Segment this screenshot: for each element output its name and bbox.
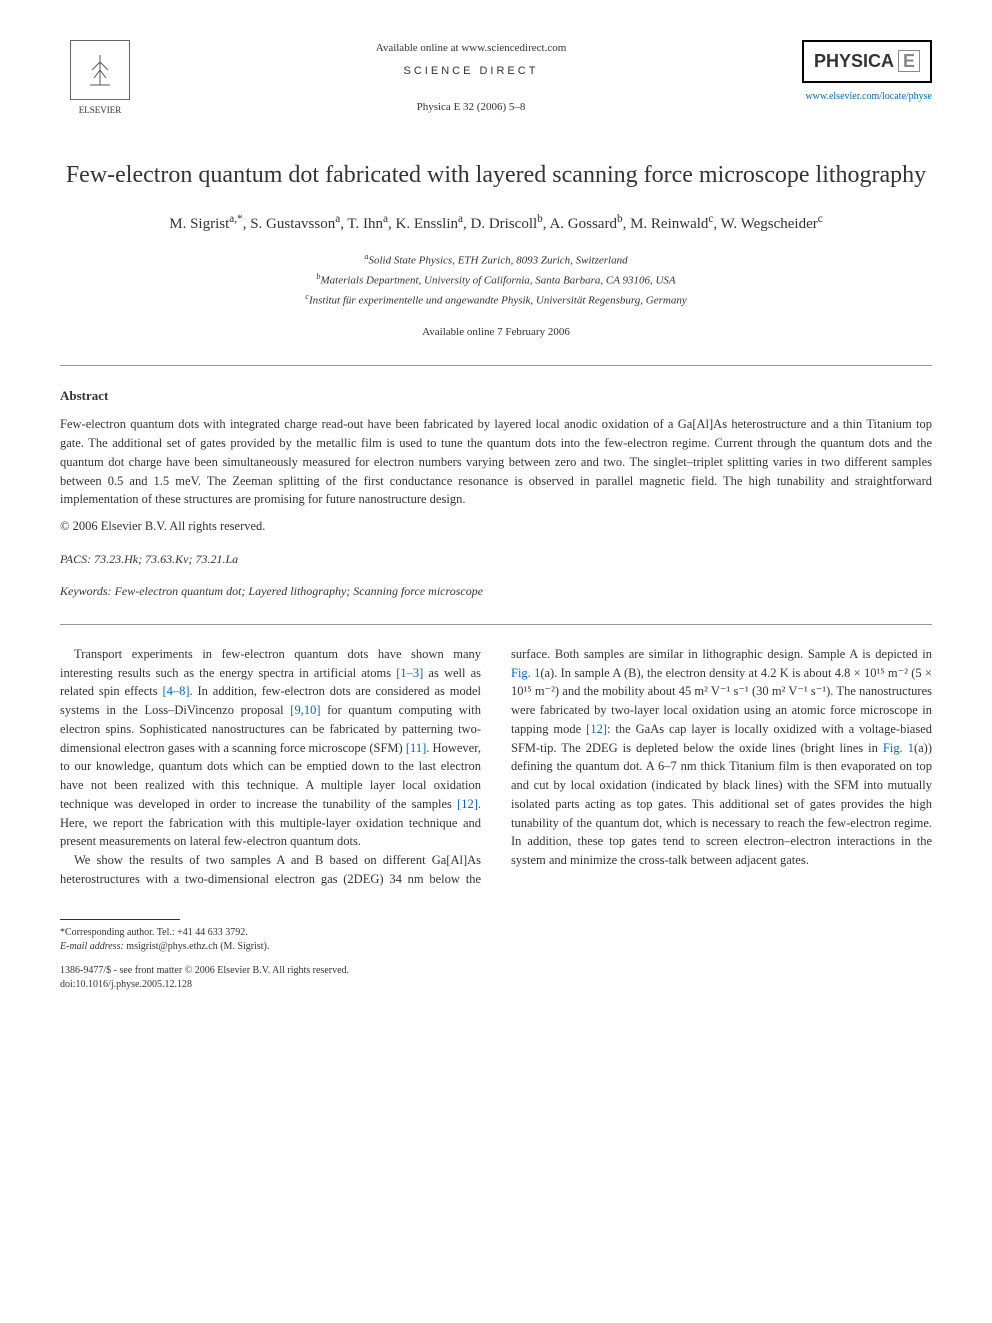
body-text: Transport experiments in few-electron qu… (60, 645, 932, 889)
pacs-codes: 73.23.Hk; 73.63.Kv; 73.21.La (94, 552, 238, 566)
journal-logo-block: PHYSICAE www.elsevier.com/locate/physe (802, 40, 932, 104)
email-address[interactable]: msigrist@phys.ethz.ch (M. Sigrist). (126, 941, 269, 952)
keywords-label: Keywords: (60, 584, 112, 598)
physica-label: PHYSICA (814, 51, 894, 71)
page-header: ELSEVIER Available online at www.science… (60, 40, 932, 130)
affiliation-a: aSolid State Physics, ETH Zurich, 8093 Z… (60, 250, 932, 270)
pacs-label: PACS: (60, 552, 91, 566)
available-online-text: Available online at www.sciencedirect.co… (140, 40, 802, 57)
doi-line: doi:10.1016/j.physe.2005.12.128 (60, 978, 496, 992)
ref-link[interactable]: [12] (457, 797, 478, 811)
corresponding-author: *Corresponding author. Tel.: +41 44 633 … (60, 926, 496, 940)
keywords-line: Keywords: Few-electron quantum dot; Laye… (60, 582, 932, 600)
ref-link[interactable]: [12] (586, 722, 607, 736)
journal-url[interactable]: www.elsevier.com/locate/physe (802, 89, 932, 104)
elsevier-tree-icon (70, 40, 130, 100)
elsevier-logo: ELSEVIER (60, 40, 140, 130)
physica-e-suffix: E (898, 50, 920, 72)
ref-link[interactable]: [11] (406, 741, 426, 755)
divider (60, 624, 932, 625)
issn-line: 1386-9477/$ - see front matter © 2006 El… (60, 964, 496, 978)
abstract-copyright: © 2006 Elsevier B.V. All rights reserved… (60, 517, 932, 536)
science-direct-logo: SCIENCE DIRECT (140, 63, 802, 80)
abstract-heading: Abstract (60, 386, 932, 406)
keywords-text: Few-electron quantum dot; Layered lithog… (115, 584, 483, 598)
ref-link[interactable]: [9,10] (290, 703, 320, 717)
email-line: E-mail address: msigrist@phys.ethz.ch (M… (60, 940, 496, 954)
body-paragraph-1: Transport experiments in few-electron qu… (60, 645, 481, 851)
center-header: Available online at www.sciencedirect.co… (140, 40, 802, 116)
affiliations: aSolid State Physics, ETH Zurich, 8093 Z… (60, 250, 932, 311)
divider (60, 365, 932, 366)
publication-date: Available online 7 February 2006 (60, 324, 932, 341)
article-title: Few-electron quantum dot fabricated with… (60, 160, 932, 191)
affiliation-b: bMaterials Department, University of Cal… (60, 270, 932, 290)
fig-link[interactable]: Fig. 1 (511, 666, 540, 680)
fig-link[interactable]: Fig. 1 (883, 741, 914, 755)
ref-link[interactable]: [4–8] (162, 684, 189, 698)
email-label: E-mail address: (60, 941, 124, 952)
pacs-line: PACS: 73.23.Hk; 73.63.Kv; 73.21.La (60, 550, 932, 568)
journal-reference: Physica E 32 (2006) 5–8 (140, 99, 802, 116)
affiliation-c: cInstitut für experimentelle und angewan… (60, 290, 932, 310)
author-list: M. Sigrista,*, S. Gustavssona, T. Ihna, … (60, 211, 932, 236)
ref-link[interactable]: [1–3] (396, 666, 423, 680)
physica-logo: PHYSICAE (802, 40, 932, 83)
elsevier-label: ELSEVIER (79, 104, 122, 118)
footer-divider (60, 919, 180, 920)
abstract-text: Few-electron quantum dots with integrate… (60, 415, 932, 509)
